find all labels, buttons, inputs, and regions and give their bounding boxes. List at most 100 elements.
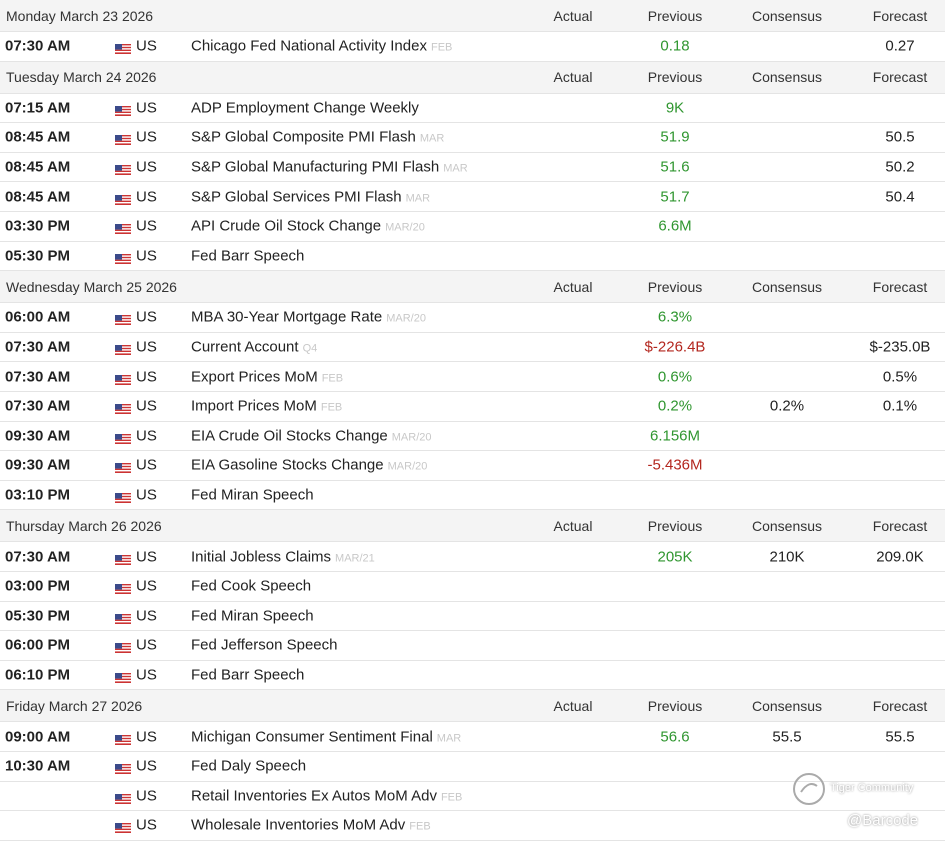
day-header: Friday March 27 2026 Actual Previous Consen…	[0, 690, 945, 723]
flag-icon	[115, 761, 131, 775]
event-name: API Crude Oil Stock Change	[191, 217, 382, 235]
event-row: 07:30 AM US Chicago Fed National Activity …	[0, 32, 945, 62]
flag-icon	[115, 640, 131, 654]
event-period: FEB	[409, 820, 431, 833]
event-time: 09:30 AM	[5, 456, 71, 474]
previous-value: 9K	[665, 99, 685, 117]
event-cell: S&P Global Services PMI Flash MAR	[191, 188, 430, 205]
event-name: Fed Jefferson Speech	[191, 636, 338, 654]
event-country: US	[136, 188, 157, 206]
previous-value: 0.6%	[657, 368, 693, 386]
event-period: MAR	[436, 732, 462, 745]
event-cell: ADP Employment Change Weekly	[191, 99, 419, 116]
forecast-value: 50.4	[885, 188, 915, 206]
event-row: 07:30 AM US Export Prices MoM FEB 0.6% 0.5%	[0, 362, 945, 392]
event-row: 03:10 PM US Fed Miran Speech	[0, 480, 945, 511]
event-cell: Export Prices MoM FEB	[191, 368, 343, 385]
event-time: 06:10 PM	[5, 666, 71, 684]
forecast-value: 0.1%	[882, 397, 918, 415]
event-row: 09:30 AM US EIA Gasoline Stocks Change MAR/…	[0, 451, 945, 481]
event-row: 08:45 AM US S&P Global Manufacturing PMI F…	[0, 152, 945, 183]
column-header: Consensus	[751, 517, 823, 534]
event-time: 08:45 AM	[5, 158, 71, 176]
day-date: Wednesday March 25 2026	[6, 278, 177, 295]
event-period: Q4	[302, 342, 318, 355]
forecast-value: 50.5	[885, 128, 915, 146]
consensus-value: 55.5	[772, 728, 802, 746]
event-country: US	[136, 577, 157, 595]
previous-value: 205K	[657, 548, 693, 566]
event-row: 05:30 PM US Fed Miran Speech	[0, 601, 945, 632]
flag-icon	[115, 670, 131, 684]
event-row: 08:45 AM US S&P Global Services PMI Flash M…	[0, 182, 945, 212]
previous-value: 51.7	[660, 188, 690, 206]
forecast-value: 0.27	[885, 37, 915, 55]
event-period: MAR	[405, 192, 431, 205]
event-country: US	[136, 128, 157, 146]
flag-icon	[115, 132, 131, 146]
previous-value: 56.6	[660, 728, 690, 746]
event-row: 06:00 PM US Fed Jefferson Speech	[0, 631, 945, 661]
event-cell: Michigan Consumer Sentiment Final MAR	[191, 728, 461, 745]
event-name: MBA 30-Year Mortgage Rate	[191, 308, 383, 326]
event-period: MAR/20	[387, 460, 428, 473]
event-cell: MBA 30-Year Mortgage Rate MAR/20	[191, 309, 426, 326]
previous-value: $-226.4B	[644, 338, 706, 356]
event-name: ADP Employment Change Weekly	[191, 99, 419, 117]
event-time: 08:45 AM	[5, 128, 71, 146]
column-header: Consensus	[751, 7, 823, 24]
day-date: Thursday March 26 2026	[6, 517, 162, 534]
event-period: MAR/21	[335, 552, 375, 565]
flag-icon	[115, 460, 131, 474]
event-time: 07:30 AM	[5, 368, 71, 386]
column-header: Forecast	[872, 517, 928, 534]
column-header: Actual	[553, 7, 593, 24]
previous-value: 6.156M	[649, 427, 701, 445]
event-time: 03:00 PM	[5, 577, 71, 595]
event-cell: Fed Miran Speech	[191, 607, 314, 624]
flag-icon	[115, 611, 131, 624]
column-header: Actual	[553, 69, 593, 86]
day-date: Friday March 27 2026	[6, 697, 143, 714]
day-date: Monday March 23 2026	[6, 7, 154, 24]
event-country: US	[136, 158, 157, 176]
event-period: FEB	[321, 372, 344, 385]
event-name: Fed Daly Speech	[191, 757, 307, 775]
event-period: MAR	[419, 132, 445, 145]
event-country: US	[136, 247, 157, 265]
event-name: Import Prices MoM	[191, 397, 317, 415]
event-time: 05:30 PM	[5, 607, 71, 625]
event-period: FEB	[430, 41, 453, 54]
event-country: US	[136, 37, 157, 55]
event-time: 06:00 AM	[5, 308, 71, 326]
day-date: Tuesday March 24 2026	[6, 69, 157, 86]
column-header: Consensus	[751, 278, 823, 295]
event-time: 06:00 PM	[5, 636, 71, 654]
column-header: Actual	[553, 697, 593, 714]
event-cell: EIA Crude Oil Stocks Change MAR/20	[191, 427, 432, 444]
event-row: 03:30 PM US API Crude Oil Stock Change MAR/…	[0, 212, 945, 242]
event-row: 07:30 AM US Current Account Q4 $-226.4B $-235…	[0, 332, 945, 363]
event-country: US	[136, 308, 157, 326]
column-header: Previous	[647, 697, 703, 714]
consensus-value: 210K	[769, 548, 805, 566]
column-header: Forecast	[872, 69, 928, 86]
event-name: EIA Gasoline Stocks Change	[191, 456, 384, 474]
event-cell: Wholesale Inventories MoM Adv FEB	[191, 817, 431, 834]
event-country: US	[136, 456, 157, 474]
event-name: Chicago Fed National Activity Index	[191, 37, 427, 55]
column-header: Actual	[553, 517, 593, 534]
event-name: Retail Inventories Ex Autos MoM Adv	[191, 787, 437, 805]
forecast-value: 0.5%	[882, 368, 918, 386]
event-cell: Fed Cook Speech	[191, 578, 311, 595]
day-header: Thursday March 26 2026 Actual Previous Cons…	[0, 510, 945, 543]
event-row: 05:30 PM US Fed Barr Speech	[0, 241, 945, 272]
flag-icon	[115, 732, 131, 745]
flag-icon	[115, 431, 131, 444]
previous-value: 6.3%	[657, 308, 693, 326]
flag-icon	[115, 162, 131, 176]
event-country: US	[136, 787, 157, 805]
event-time: 07:30 AM	[5, 397, 71, 415]
previous-value: 0.18	[660, 37, 690, 55]
event-row: 08:45 AM US S&P Global Composite PMI Flash…	[0, 123, 945, 153]
